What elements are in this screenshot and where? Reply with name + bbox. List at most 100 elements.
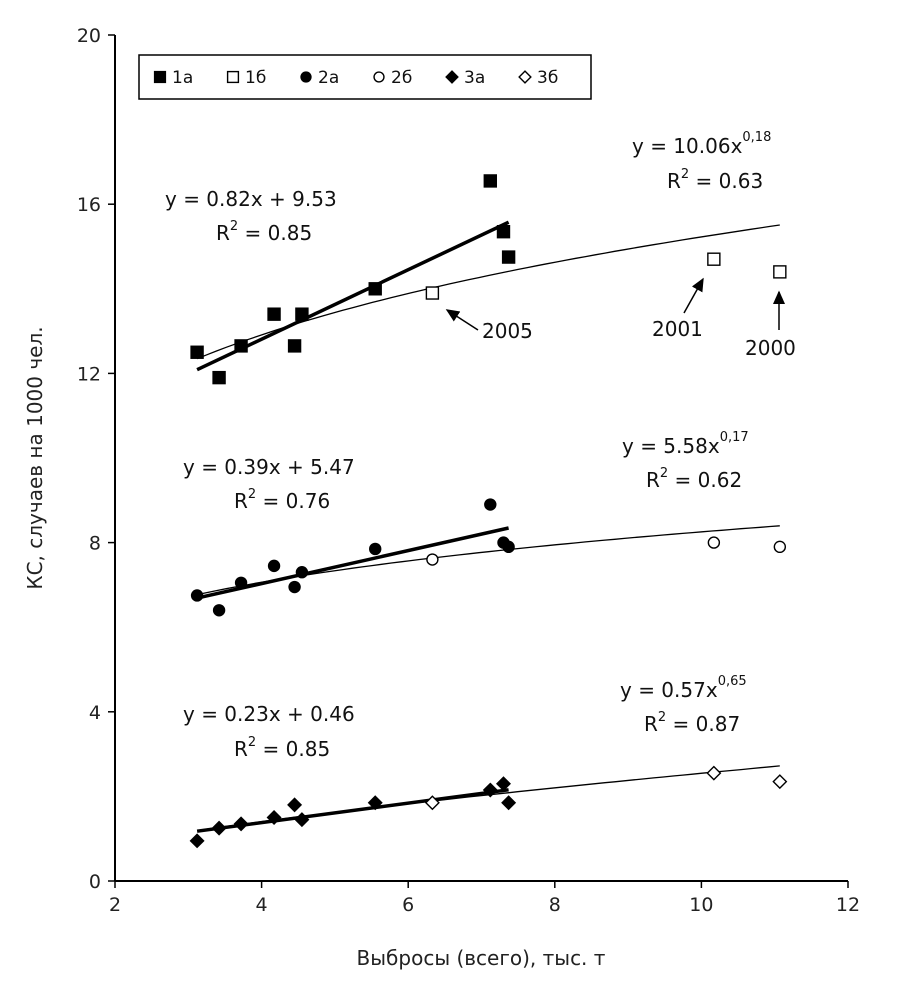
data-point-3а xyxy=(496,776,511,792)
eq1-power-r2-sup: 2 xyxy=(681,167,689,182)
x-tick-label: 2 xyxy=(109,894,121,916)
trendline-2-power xyxy=(196,525,780,596)
data-point-1б xyxy=(707,252,721,266)
data-point-3а xyxy=(233,816,249,832)
eq2-linear-r2-sup: 2 xyxy=(248,487,256,502)
eq3-linear: y = 0.23x + 0.46 xyxy=(183,702,355,726)
x-tick-label: 4 xyxy=(256,894,268,916)
data-point-3а xyxy=(189,833,205,849)
data-point-1а xyxy=(267,307,281,321)
data-point-2а xyxy=(190,589,204,602)
data-point-1а xyxy=(234,339,248,353)
data-point-1а xyxy=(483,174,497,188)
eq2-power-r2-label: R xyxy=(646,468,660,492)
eq1-linear-r2: R2 = 0.85 xyxy=(216,219,312,245)
x-tick-label: 8 xyxy=(549,894,561,916)
data-point-2а xyxy=(484,498,497,511)
eq2-power-r2-value: = 0.62 xyxy=(668,468,742,492)
data-point-2б xyxy=(707,536,721,549)
eq1-power: y = 10.06x0,18 xyxy=(632,130,771,158)
y-tick-label: 20 xyxy=(77,25,101,47)
data-point-1а xyxy=(287,339,302,353)
eq3-power-main: y = 0.57x xyxy=(620,678,718,702)
y-tick-label: 0 xyxy=(89,871,101,893)
data-point-1а xyxy=(501,250,516,264)
eq3-power-r2-value: = 0.87 xyxy=(666,712,740,736)
eq1-linear-r2-sup: 2 xyxy=(230,219,238,234)
legend-marker-1b xyxy=(226,70,240,84)
data-point-1а xyxy=(496,224,511,239)
eq1-linear-r2-value: = 0.85 xyxy=(238,221,312,245)
y-tick-label: 16 xyxy=(77,194,101,216)
data-point-1б xyxy=(425,286,440,300)
legend-label-1b: 1б xyxy=(245,68,266,88)
legend-label-1a: 1а xyxy=(172,68,193,88)
eq2-power: y = 5.58x0,17 xyxy=(622,430,749,458)
trendline-1-power xyxy=(196,224,780,360)
legend: 1а 1б 2а 2б 3а 3б xyxy=(138,54,592,100)
eq3-linear-r2-value: = 0.85 xyxy=(256,737,330,761)
eq3-power: y = 0.57x0,65 xyxy=(620,674,747,702)
annotation-2001-arrow xyxy=(683,277,704,314)
data-point-3а xyxy=(501,795,517,811)
legend-label-2b: 2б xyxy=(391,68,412,88)
x-tick-label: 6 xyxy=(402,894,414,916)
eq2-linear-r2-label: R xyxy=(234,489,248,513)
data-point-3а xyxy=(294,812,310,828)
trendline-2-linear xyxy=(196,526,509,600)
eq3-linear-r2: R2 = 0.85 xyxy=(234,735,330,761)
data-point-3б xyxy=(772,774,788,790)
data-point-1а xyxy=(295,307,309,321)
legend-label-3b: 3б xyxy=(537,68,558,88)
legend-marker-2a xyxy=(300,71,312,83)
eq1-linear-r2-label: R xyxy=(216,221,230,245)
legend-marker-1a xyxy=(153,70,167,84)
data-point-3а xyxy=(266,810,282,826)
eq3-power-r2-label: R xyxy=(644,712,658,736)
eq3-linear-main: y = 0.23x + 0.46 xyxy=(183,702,355,726)
eq2-linear-r2: R2 = 0.76 xyxy=(234,487,330,513)
annotation-2005-arrow xyxy=(445,309,479,331)
data-point-2а xyxy=(288,580,301,594)
y-tick-label: 4 xyxy=(89,702,101,724)
eq1-power-r2: R2 = 0.63 xyxy=(667,167,763,193)
trendline-1-linear xyxy=(196,220,510,372)
eq3-linear-r2-label: R xyxy=(234,737,248,761)
data-point-1а xyxy=(190,345,204,359)
eq3-power-exp: 0,65 xyxy=(718,674,747,689)
legend-label-3a: 3а xyxy=(464,68,485,88)
y-axis-title: КС, случаев на 1000 чел. xyxy=(23,326,47,589)
eq2-linear-r2-value: = 0.76 xyxy=(256,489,330,513)
legend-marker-2b xyxy=(373,71,385,83)
annotation-2005: 2005 xyxy=(482,319,533,343)
legend-marker-3b xyxy=(518,70,532,84)
eq2-linear: y = 0.39x + 5.47 xyxy=(183,455,355,479)
legend-marker-3a xyxy=(445,70,459,84)
data-point-2б xyxy=(773,540,787,554)
data-point-2а xyxy=(267,559,281,573)
data-point-3б xyxy=(706,765,722,781)
eq1-power-main: y = 10.06x xyxy=(632,134,743,158)
x-axis-title: Выбросы (всего), тыс. т xyxy=(357,946,606,970)
y-tick-label: 8 xyxy=(89,533,101,555)
eq2-power-r2: R2 = 0.62 xyxy=(646,466,742,492)
eq2-power-r2-sup: 2 xyxy=(660,466,668,481)
eq1-power-exp: 0,18 xyxy=(742,130,771,145)
eq1-linear: y = 0.82x + 9.53 xyxy=(165,187,337,211)
eq3-linear-r2-sup: 2 xyxy=(248,735,256,750)
data-point-1а xyxy=(212,370,226,385)
eq1-linear-main: y = 0.82x + 9.53 xyxy=(165,187,337,211)
data-point-2а xyxy=(369,542,382,556)
eq2-power-exp: 0,17 xyxy=(720,430,749,445)
eq2-linear-main: y = 0.39x + 5.47 xyxy=(183,455,355,479)
eq3-power-r2-sup: 2 xyxy=(658,710,666,725)
data-point-2а xyxy=(502,540,515,554)
legend-label-2a: 2а xyxy=(318,68,339,88)
data-point-1б xyxy=(773,265,787,279)
data-point-3б xyxy=(424,795,440,811)
eq1-power-r2-value: = 0.63 xyxy=(689,169,763,193)
x-tick-label: 12 xyxy=(836,894,860,916)
annotation-2000: 2000 xyxy=(745,336,796,360)
y-tick-label: 12 xyxy=(77,363,101,385)
